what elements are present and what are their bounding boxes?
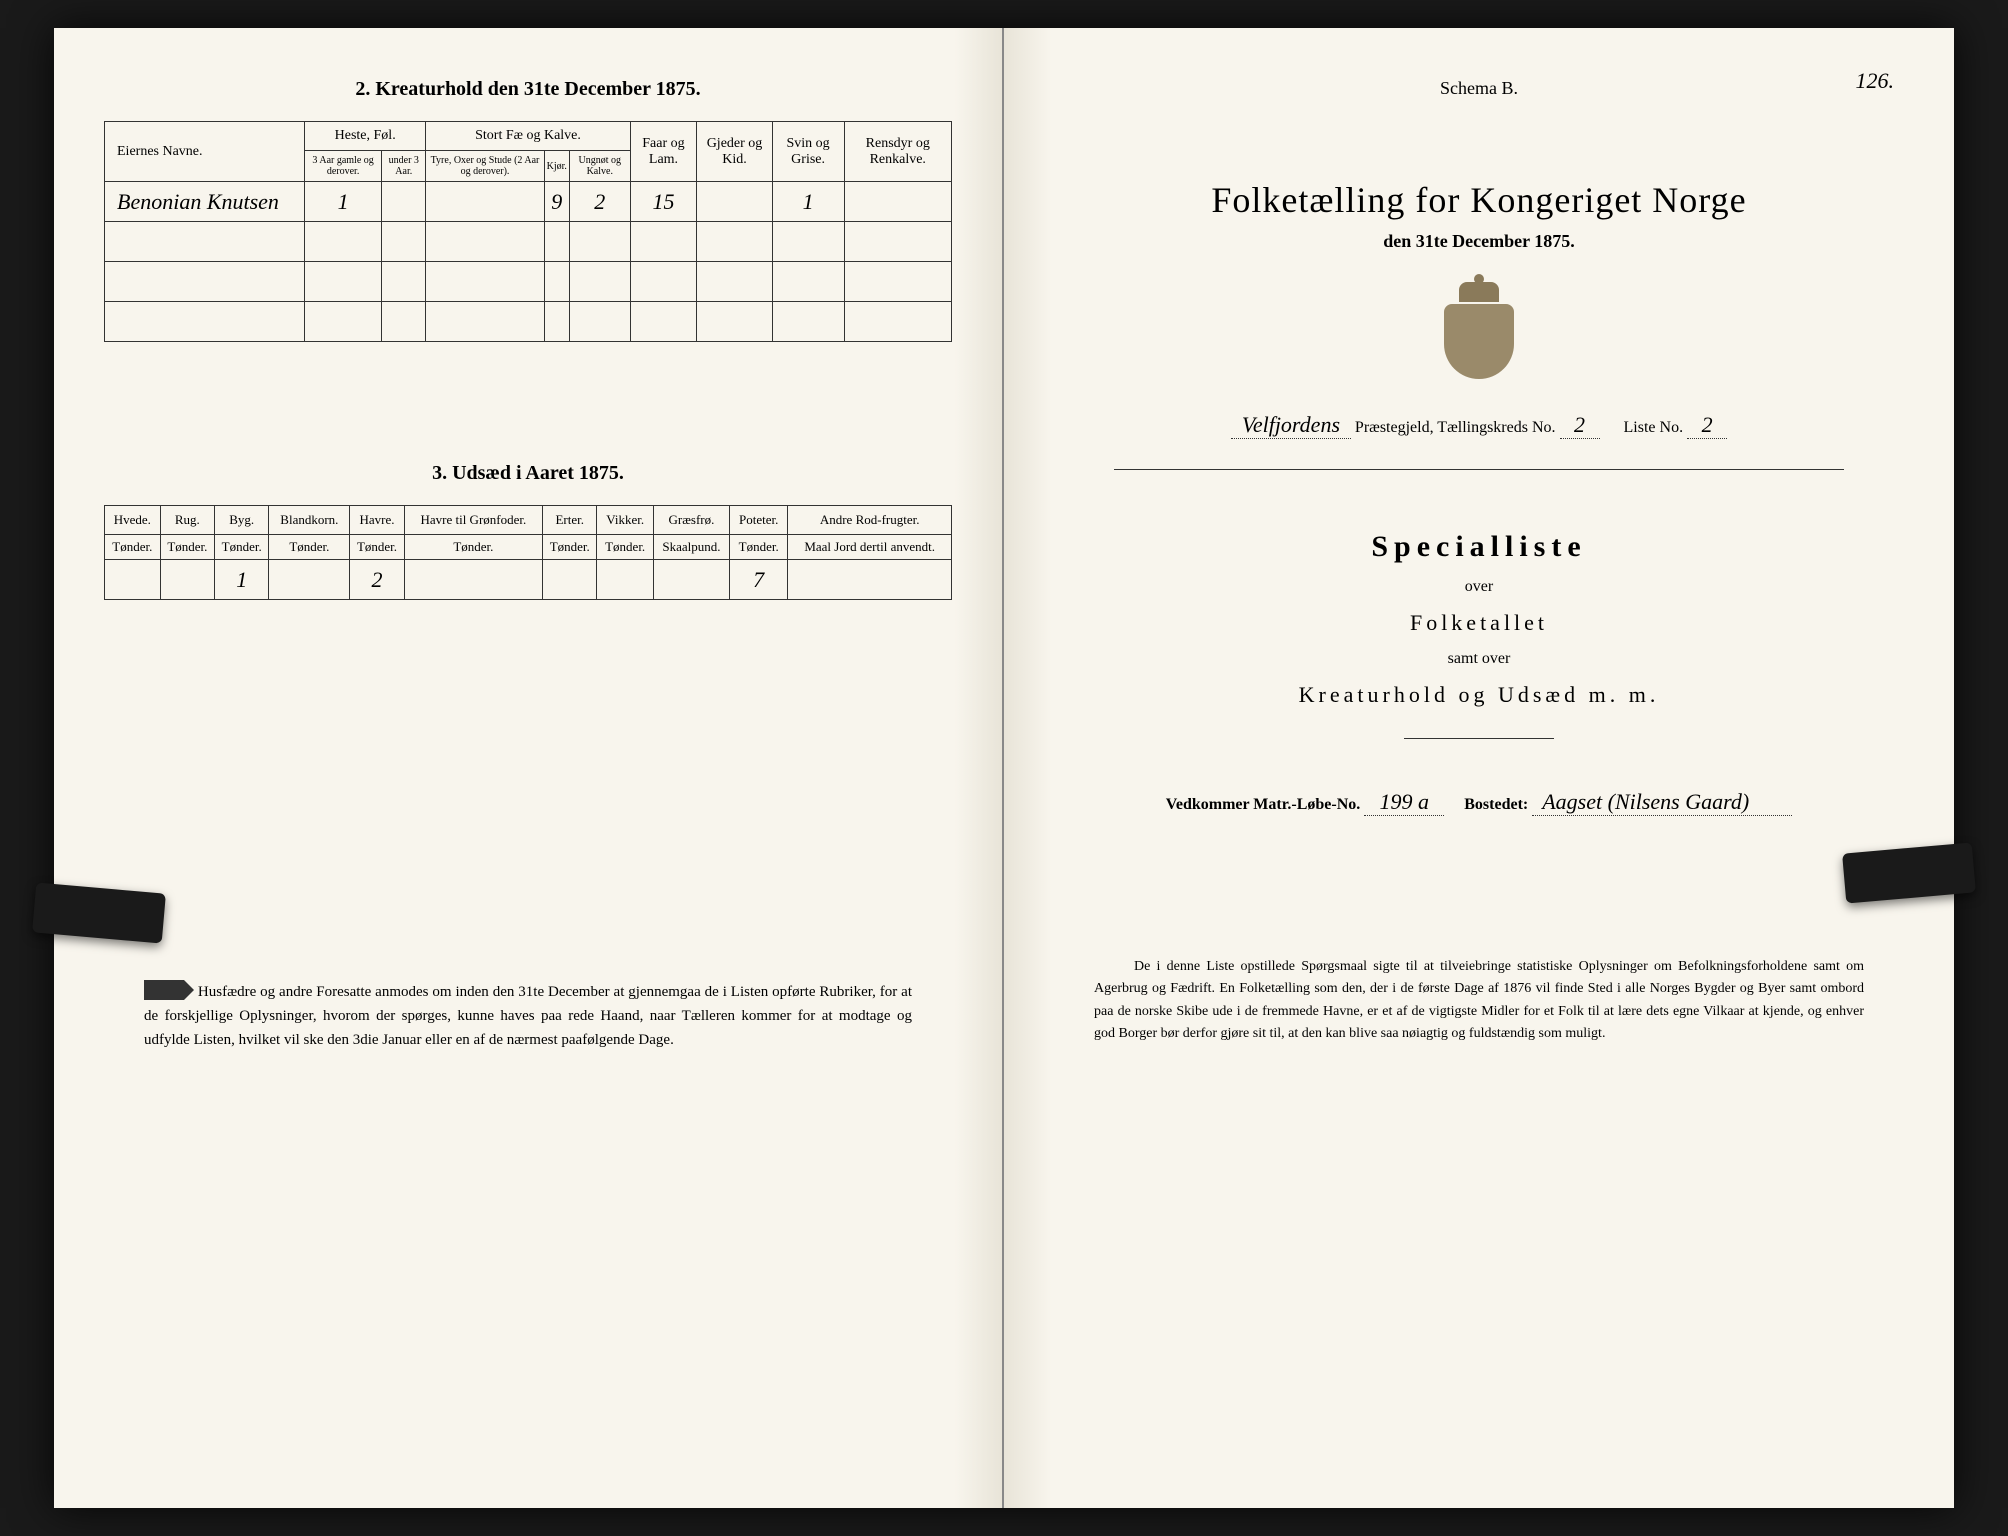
col-graesfro: Græsfrø. [653,506,729,535]
sub-c3: Ungnøt og Kalve. [569,151,630,182]
right-page: Schema B. 126. Folketælling for Kongerig… [1004,28,1954,1508]
col-blandkorn: Blandkorn. [269,506,350,535]
table-header-row: Hvede. Rug. Byg. Blandkorn. Havre. Havre… [105,506,952,535]
unit-cell: Tønder. [160,535,214,560]
book-clip-right [1842,842,1976,903]
cell-goats [697,182,772,222]
unit-cell: Tønder. [269,535,350,560]
cell-h1: 1 [305,182,382,222]
parish-line: Velfjordens Præstegjeld, Tællingskreds N… [1054,412,1904,439]
sub-c1: Tyre, Oxer og Stude (2 Aar og derover). [426,151,544,182]
col-rug: Rug. [160,506,214,535]
matr-no: 199 a [1364,789,1444,816]
section3-title: 3. Udsæd i Aaret 1875. [104,462,952,485]
unit-cell: Tønder. [105,535,161,560]
col-horses: Heste, Føl. [305,122,426,151]
cell [404,560,542,600]
cell-c3: 2 [569,182,630,222]
cell-havre: 2 [350,560,404,600]
cell [269,560,350,600]
table-row [105,302,952,342]
unit-cell: Tønder. [404,535,542,560]
liste-label: Liste No. [1624,419,1684,436]
kreatur-label: Kreaturhold og Udsæd m. m. [1054,682,1904,708]
folketallet-label: Folketallet [1054,610,1904,636]
col-hvede: Hvede. [105,506,161,535]
col-havre-gron: Havre til Grønfoder. [404,506,542,535]
footer-text: Husfædre og andre Foresatte anmodes om i… [144,984,912,1048]
unit-cell: Maal Jord dertil anvendt. [788,535,952,560]
cell [653,560,729,600]
sub-c2: Kjør. [544,151,569,182]
footer-note: Husfædre og andre Foresatte anmodes om i… [104,980,952,1052]
seeding-table: Hvede. Rug. Byg. Blandkorn. Havre. Havre… [104,505,952,600]
page-number: 126. [1856,68,1895,94]
cell-sheep: 15 [630,182,697,222]
col-owner: Eiernes Navne. [105,122,305,182]
unit-cell: Tønder. [597,535,654,560]
owner-name: Benonian Knutsen [105,182,305,222]
livestock-table: Eiernes Navne. Heste, Føl. Stort Fæ og K… [104,121,952,342]
divider [1404,738,1554,739]
bosted-value: Aagset (Nilsens Gaard) [1532,789,1792,816]
table-row [105,222,952,262]
cell-byg: 1 [215,560,269,600]
unit-cell: Tønder. [215,535,269,560]
table-units-row: Tønder. Tønder. Tønder. Tønder. Tønder. … [105,535,952,560]
pointing-hand-icon [144,980,184,1000]
kreds-no: 2 [1560,412,1600,439]
col-poteter: Poteter. [730,506,788,535]
divider [1114,469,1844,470]
coat-of-arms-icon [1439,282,1519,382]
col-goats: Gjeder og Kid. [697,122,772,182]
section2-title: 2. Kreaturhold den 31te December 1875. [104,78,952,101]
vedk-label: Vedkommer Matr.-Løbe-No. [1166,796,1361,813]
sub-h1: 3 Aar gamle og derover. [305,151,382,182]
over-label: over [1054,578,1904,596]
cell [160,560,214,600]
col-cattle: Stort Fæ og Kalve. [426,122,630,151]
col-reindeer: Rensdyr og Renkalve. [844,122,952,182]
book-spread: 2. Kreaturhold den 31te December 1875. E… [54,28,1954,1508]
cell-poteter: 7 [730,560,788,600]
cell-h2 [382,182,426,222]
cell [543,560,597,600]
cell-pigs: 1 [772,182,844,222]
schema-label: Schema B. [1054,78,1904,99]
bottom-paragraph: De i denne Liste opstillede Spørgsmaal s… [1094,956,1864,1046]
col-havre: Havre. [350,506,404,535]
sub-h2: under 3 Aar. [382,151,426,182]
main-title: Folketælling for Kongeriget Norge [1054,179,1904,221]
unit-cell: Tønder. [730,535,788,560]
parish-name: Velfjordens [1231,412,1351,439]
bosted-line: Vedkommer Matr.-Løbe-No. 199 a Bostedet:… [1054,789,1904,816]
table-row: Benonian Knutsen 1 9 2 15 1 [105,182,952,222]
bosted-label: Bostedet: [1464,796,1528,813]
cell [788,560,952,600]
specialliste-title: Specialliste [1054,530,1904,564]
cell [597,560,654,600]
table-row: 1 2 7 [105,560,952,600]
col-pigs: Svin og Grise. [772,122,844,182]
cell [105,560,161,600]
cell-c1 [426,182,544,222]
unit-cell: Skaalpund. [653,535,729,560]
unit-cell: Tønder. [350,535,404,560]
book-clip-left [32,882,166,943]
unit-cell: Tønder. [543,535,597,560]
samt-label: samt over [1054,650,1904,668]
liste-no: 2 [1687,412,1727,439]
sub-date: den 31te December 1875. [1054,231,1904,252]
left-page: 2. Kreaturhold den 31te December 1875. E… [54,28,1004,1508]
cell-reindeer [844,182,952,222]
col-byg: Byg. [215,506,269,535]
table-row [105,262,952,302]
cell-c2: 9 [544,182,569,222]
col-sheep: Faar og Lam. [630,122,697,182]
col-rodfrugter: Andre Rod-frugter. [788,506,952,535]
col-erter: Erter. [543,506,597,535]
col-vikker: Vikker. [597,506,654,535]
parish-label: Præstegjeld, Tællingskreds No. [1355,419,1556,436]
